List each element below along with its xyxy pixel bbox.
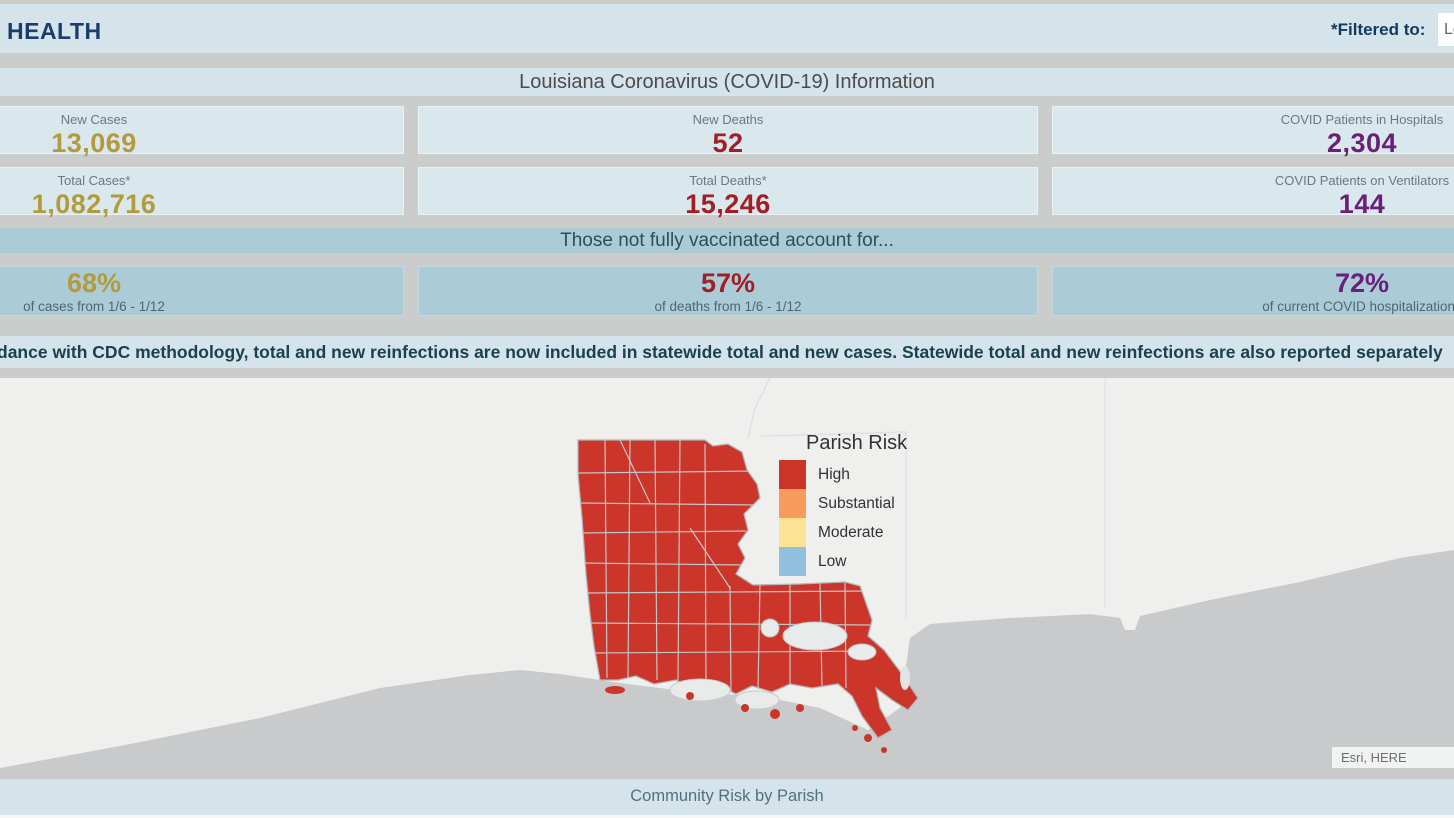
page-title: Louisiana Coronavirus (COVID-19) Informa… (0, 68, 1454, 96)
map-footer-title: Community Risk by Parish (0, 779, 1454, 815)
legend-title: Parish Risk (806, 432, 908, 454)
substantial-risk-swatch (779, 489, 806, 518)
hospital-patients-label: COVID Patients in Hospitals (1280, 112, 1444, 127)
stats-row-1: New Cases 13,069 New Deaths 52 COVID Pat… (0, 106, 1454, 158)
new-deaths-value: 52 (712, 128, 744, 158)
lake-borgne (847, 643, 877, 661)
app-header: HEALTH *Filtered to: (0, 4, 1454, 53)
hospital-patients-value: 2,304 (1326, 128, 1398, 158)
coastal-marsh (669, 678, 731, 702)
pct-deaths-card: 57% of deaths from 1/6 - 1/12 (418, 266, 1038, 316)
state-border-line (747, 377, 771, 439)
pct-cases-sub: of cases from 1/6 - 1/12 (23, 299, 165, 314)
state-border-line (759, 431, 907, 618)
ventilator-patients-label: COVID Patients on Ventilators (1274, 173, 1450, 188)
total-cases-card: Total Cases* 1,082,716 (0, 167, 404, 219)
legend-item-high: High (779, 460, 907, 489)
unvaccinated-header: Those not fully vaccinated account for..… (0, 228, 1454, 253)
total-deaths-value: 15,246 (685, 189, 771, 219)
notice-ticker: dance with CDC methodology, total and ne… (0, 336, 1454, 368)
pct-cases-card: 68% of cases from 1/6 - 1/12 (0, 266, 404, 316)
louisiana-high-risk-parishes[interactable] (577, 439, 919, 739)
lake-pontchartrain (782, 621, 848, 651)
new-deaths-card: New Deaths 52 (418, 106, 1038, 158)
legend-item-low: Low (779, 547, 907, 576)
new-deaths-label: New Deaths (692, 112, 764, 127)
legend-item-substantial: Substantial (779, 489, 907, 518)
barrier-islands (900, 666, 910, 690)
legend-item-moderate: Moderate (779, 518, 907, 547)
new-cases-card: New Cases 13,069 (0, 106, 404, 158)
hospital-patients-card: COVID Patients in Hospitals 2,304 (1052, 106, 1454, 158)
pct-deaths-value: 57% (700, 268, 756, 298)
total-cases-label: Total Cases* (57, 173, 131, 188)
pct-hospitalizations-card: 72% of current COVID hospitalizations (1052, 266, 1454, 316)
notice-ticker-text: dance with CDC methodology, total and ne… (0, 342, 1443, 362)
risk-map[interactable]: Parish Risk High Substantial Moderate Lo… (0, 377, 1454, 779)
stats-row-2: Total Cases* 1,082,716 Total Deaths* 15,… (0, 167, 1454, 219)
legend-label-substantial: Substantial (818, 494, 895, 512)
lake-maurepas (760, 618, 780, 638)
pct-cases-value: 68% (66, 268, 122, 298)
low-risk-swatch (779, 547, 806, 576)
map-canvas[interactable] (0, 377, 1454, 779)
legend-label-moderate: Moderate (818, 523, 884, 541)
map-attribution: Esri, HERE (1332, 747, 1454, 768)
map-legend: Parish Risk High Substantial Moderate Lo… (779, 432, 907, 576)
pct-deaths-sub: of deaths from 1/6 - 1/12 (654, 299, 802, 314)
gulf-of-mexico-water (0, 550, 1454, 779)
ventilator-patients-value: 144 (1338, 189, 1386, 219)
unvaccinated-row: 68% of cases from 1/6 - 1/12 57% of deat… (0, 266, 1454, 316)
coastal-parish-fragments (605, 686, 887, 753)
total-deaths-label: Total Deaths* (689, 173, 767, 188)
pct-hospitalizations-value: 72% (1334, 268, 1390, 298)
filter-input[interactable] (1438, 13, 1454, 46)
high-risk-swatch (779, 460, 806, 489)
pct-hospitalizations-sub: of current COVID hospitalizations (1262, 299, 1454, 314)
moderate-risk-swatch (779, 518, 806, 547)
ventilator-patients-card: COVID Patients on Ventilators 144 (1052, 167, 1454, 219)
total-cases-value: 1,082,716 (31, 189, 157, 219)
legend-label-low: Low (818, 552, 847, 570)
legend-label-high: High (818, 465, 850, 483)
health-logo: HEALTH (7, 18, 102, 44)
new-cases-value: 13,069 (51, 128, 137, 158)
total-deaths-card: Total Deaths* 15,246 (418, 167, 1038, 219)
new-cases-label: New Cases (60, 112, 128, 127)
bottom-strip (0, 815, 1454, 818)
filter-label: *Filtered to: (1331, 20, 1426, 39)
